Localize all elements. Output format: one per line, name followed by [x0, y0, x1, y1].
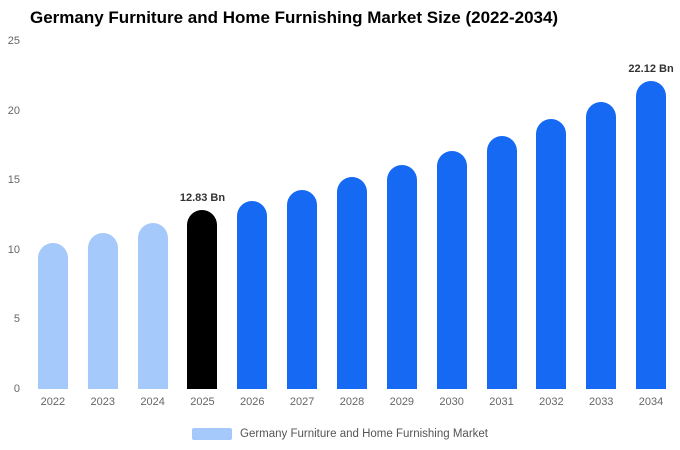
bar-group: 2029: [377, 41, 427, 408]
x-axis-label: 2022: [40, 396, 66, 408]
x-axis-label: 2028: [339, 396, 365, 408]
bar-group: 22.12 Bn 2034: [626, 41, 676, 408]
x-axis-label: 2033: [588, 396, 614, 408]
bar-2024: [137, 223, 168, 389]
y-axis-tick-label: 10: [7, 243, 20, 256]
bar-2032: [536, 118, 567, 389]
bar-2023: [87, 233, 118, 389]
y-axis-tick-label: 0: [13, 383, 20, 395]
x-axis-label: 2023: [90, 396, 115, 408]
bar-2034: [636, 81, 667, 389]
x-axis-label: 2027: [289, 396, 315, 408]
bar-group: 2024: [128, 41, 178, 408]
bar-2025: [187, 210, 218, 389]
x-axis-label: 2031: [489, 396, 514, 408]
y-axis-tick-label: 15: [7, 174, 20, 187]
x-axis-label: 2029: [389, 396, 415, 408]
legend: Germany Furniture and Home Furnishing Ma…: [0, 428, 680, 440]
bar-group: 2026: [227, 41, 277, 408]
bar-group: 2031: [477, 41, 527, 408]
bar-group: 2023: [78, 41, 128, 408]
x-axis-label: 2025: [190, 396, 215, 408]
bar-group: 2033: [576, 41, 626, 408]
bar-2022: [37, 242, 68, 389]
y-axis: 0 5 10 15 20 25: [0, 35, 22, 395]
bar-group: 2022: [28, 41, 78, 408]
y-axis-tick-label: 25: [7, 35, 20, 47]
y-axis-tick-label: 20: [7, 104, 20, 117]
bar-2031: [486, 135, 517, 389]
bar-group: 2032: [526, 41, 576, 408]
x-axis-label: 2026: [240, 396, 265, 408]
bars-container: 2022 2023 2024 12.83 Bn 2025 2026 2027 2028 2029…: [28, 41, 676, 408]
bar-2029: [386, 164, 417, 389]
bar-group: 2028: [327, 41, 377, 408]
bar-2026: [237, 201, 268, 389]
bar-2030: [436, 150, 467, 389]
x-axis-label: 2032: [539, 396, 564, 408]
bar-group: 2027: [277, 41, 327, 408]
legend-swatch: [192, 428, 232, 440]
bar-2033: [586, 102, 617, 389]
bar-group: 12.83 Bn 2025: [178, 41, 228, 408]
bar-value-label: 22.12 Bn: [628, 63, 674, 76]
x-axis-label: 2030: [439, 396, 464, 408]
x-axis-label: 2024: [140, 396, 165, 408]
bar-2027: [287, 189, 318, 389]
x-axis-label: 2034: [638, 396, 664, 408]
chart-title: Germany Furniture and Home Furnishing Ma…: [30, 8, 559, 27]
bar-value-label: 12.83 Bn: [179, 192, 226, 205]
legend-label: Germany Furniture and Home Furnishing Ma…: [240, 428, 488, 440]
bar-group: 2030: [427, 41, 477, 408]
y-axis-tick-label: 5: [13, 313, 20, 326]
bar-2028: [336, 177, 367, 389]
